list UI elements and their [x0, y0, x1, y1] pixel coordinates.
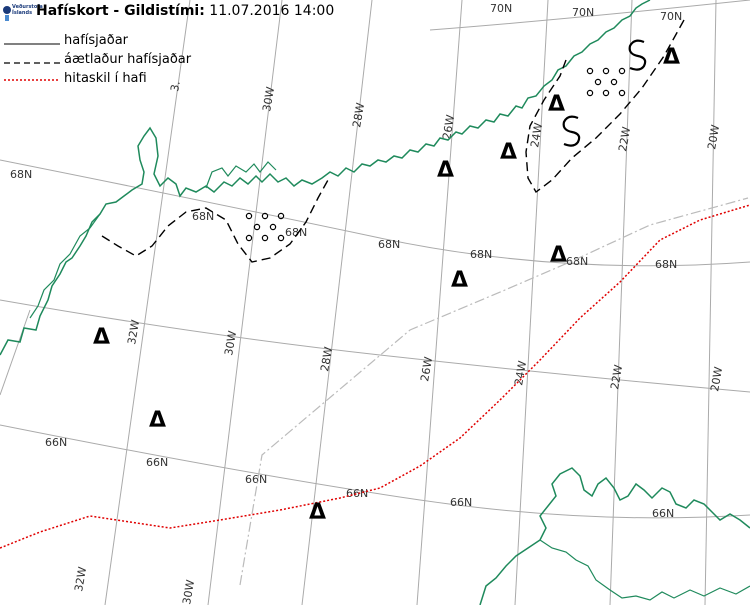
- ice-dots-east: [586, 67, 626, 97]
- lon-label-20w-top: 20W: [705, 124, 722, 151]
- ocean-front-line: [0, 204, 750, 549]
- estimated-ice-edge-east: [525, 19, 685, 194]
- legend-label: áætlaður hafísjaðar: [64, 52, 192, 67]
- lon-label-32w-mid: 32W: [125, 319, 142, 346]
- lon-label-22w-top: 22W: [616, 126, 633, 153]
- title-value: 11.07.2016 14:00: [209, 3, 335, 19]
- greenland-coast-detail-1: [205, 161, 277, 189]
- triangle-symbol: Δ: [93, 325, 110, 350]
- triangle-symbol: Δ: [548, 92, 565, 117]
- lat-label-66n-4: 66N: [346, 487, 368, 500]
- lon-label-24w-top: 24W: [528, 122, 545, 149]
- ice-dots-west: [245, 212, 285, 242]
- lat-label-68n-5: 68N: [470, 248, 492, 261]
- lon-label-22w-mid: 22W: [608, 364, 625, 391]
- lat-label-68n-6: 68N: [566, 255, 588, 268]
- graticule-latitudes: [0, 0, 750, 519]
- lat-label-68n-2: 68N: [192, 210, 214, 223]
- legend-item-ocean-front: hitaskil í hafi: [4, 71, 147, 86]
- lat-label-68n-4: 68N: [378, 238, 400, 251]
- lat-label-70n-1: 70N: [490, 2, 512, 15]
- lat-label-70n-3: 70N: [660, 10, 682, 23]
- triangle-symbol: Δ: [663, 45, 680, 70]
- triangle-symbol: Δ: [437, 158, 454, 183]
- lat-label-66n-6: 66N: [652, 507, 674, 520]
- lat-label-68n-7: 68N: [655, 258, 677, 271]
- lon-label-30w-bottom: 30W: [180, 579, 197, 605]
- lat-label-68n-left: 68N: [10, 168, 32, 181]
- iceland-coastline: [479, 467, 750, 605]
- lat-label-70n-2: 70N: [572, 6, 594, 19]
- grid-labels: 68N 68N 68N 68N 68N 68N 68N 66N 66N 66N …: [10, 2, 725, 605]
- estimated-ice-edge-west: [101, 179, 329, 263]
- lon-label-32w-bottom: 32W: [72, 566, 89, 593]
- iceland-coast-detail: [539, 539, 750, 601]
- greenland-coastline: [0, 0, 651, 356]
- median-line: [239, 197, 749, 586]
- legend-item-estimated-ice-edge: áætlaður hafísjaðar: [4, 52, 191, 67]
- page-title: Hafískort - Gildistími: 11.07.2016 14:00: [36, 3, 334, 19]
- logo-line2: Íslands: [12, 10, 33, 16]
- lon-label-26w-top: 26W: [440, 114, 457, 141]
- lon-label-30w-mid: 30W: [222, 330, 239, 357]
- s-symbols: [562, 39, 647, 147]
- lon-label-28w-mid: 28W: [318, 346, 335, 373]
- lat-label-66n-5: 66N: [450, 496, 472, 509]
- iceberg-symbols: Δ Δ Δ Δ Δ Δ Δ Δ Δ: [93, 45, 680, 525]
- lon-label-26w-mid: 26W: [418, 356, 435, 383]
- s-mark-symbol: [562, 115, 581, 147]
- dashed-line-icon: [4, 61, 60, 64]
- legend-label: hafísjaðar: [64, 33, 129, 48]
- lat-label-68n-3: 68N: [285, 226, 307, 239]
- lat-label-66n-1: 66N: [45, 436, 67, 449]
- lon-label-24w-mid: 24W: [512, 360, 529, 387]
- s-mark-symbol: [628, 39, 647, 71]
- graticule-longitudes: [0, 0, 717, 605]
- lon-label-28w-top: 28W: [350, 102, 367, 129]
- logo-line1: Veðurstofa: [12, 4, 43, 10]
- triangle-symbol: Δ: [550, 243, 567, 268]
- solid-line-icon: [4, 43, 60, 44]
- triangle-symbol: Δ: [149, 408, 166, 433]
- greenland-coast-detail-2: [29, 213, 101, 319]
- lon-label-3x: 3.: [168, 80, 183, 93]
- legend-item-ice-edge: hafísjaðar: [4, 33, 128, 48]
- triangle-symbol: Δ: [451, 268, 468, 293]
- logo-mark-icon: [3, 6, 11, 21]
- title-label: Hafískort - Gildistími:: [36, 3, 205, 19]
- lon-label-20w-mid: 20W: [708, 366, 725, 393]
- triangle-symbol: Δ: [309, 500, 326, 525]
- lat-label-66n-3: 66N: [245, 473, 267, 486]
- dotted-line-icon: [4, 78, 60, 81]
- lat-label-66n-2: 66N: [146, 456, 168, 469]
- triangle-symbol: Δ: [500, 140, 517, 165]
- legend-label: hitaskil í hafi: [64, 71, 147, 86]
- lon-label-30w-top: 30W: [260, 86, 277, 113]
- vedurstofa-logo: Veðurstofa Íslands: [2, 2, 43, 24]
